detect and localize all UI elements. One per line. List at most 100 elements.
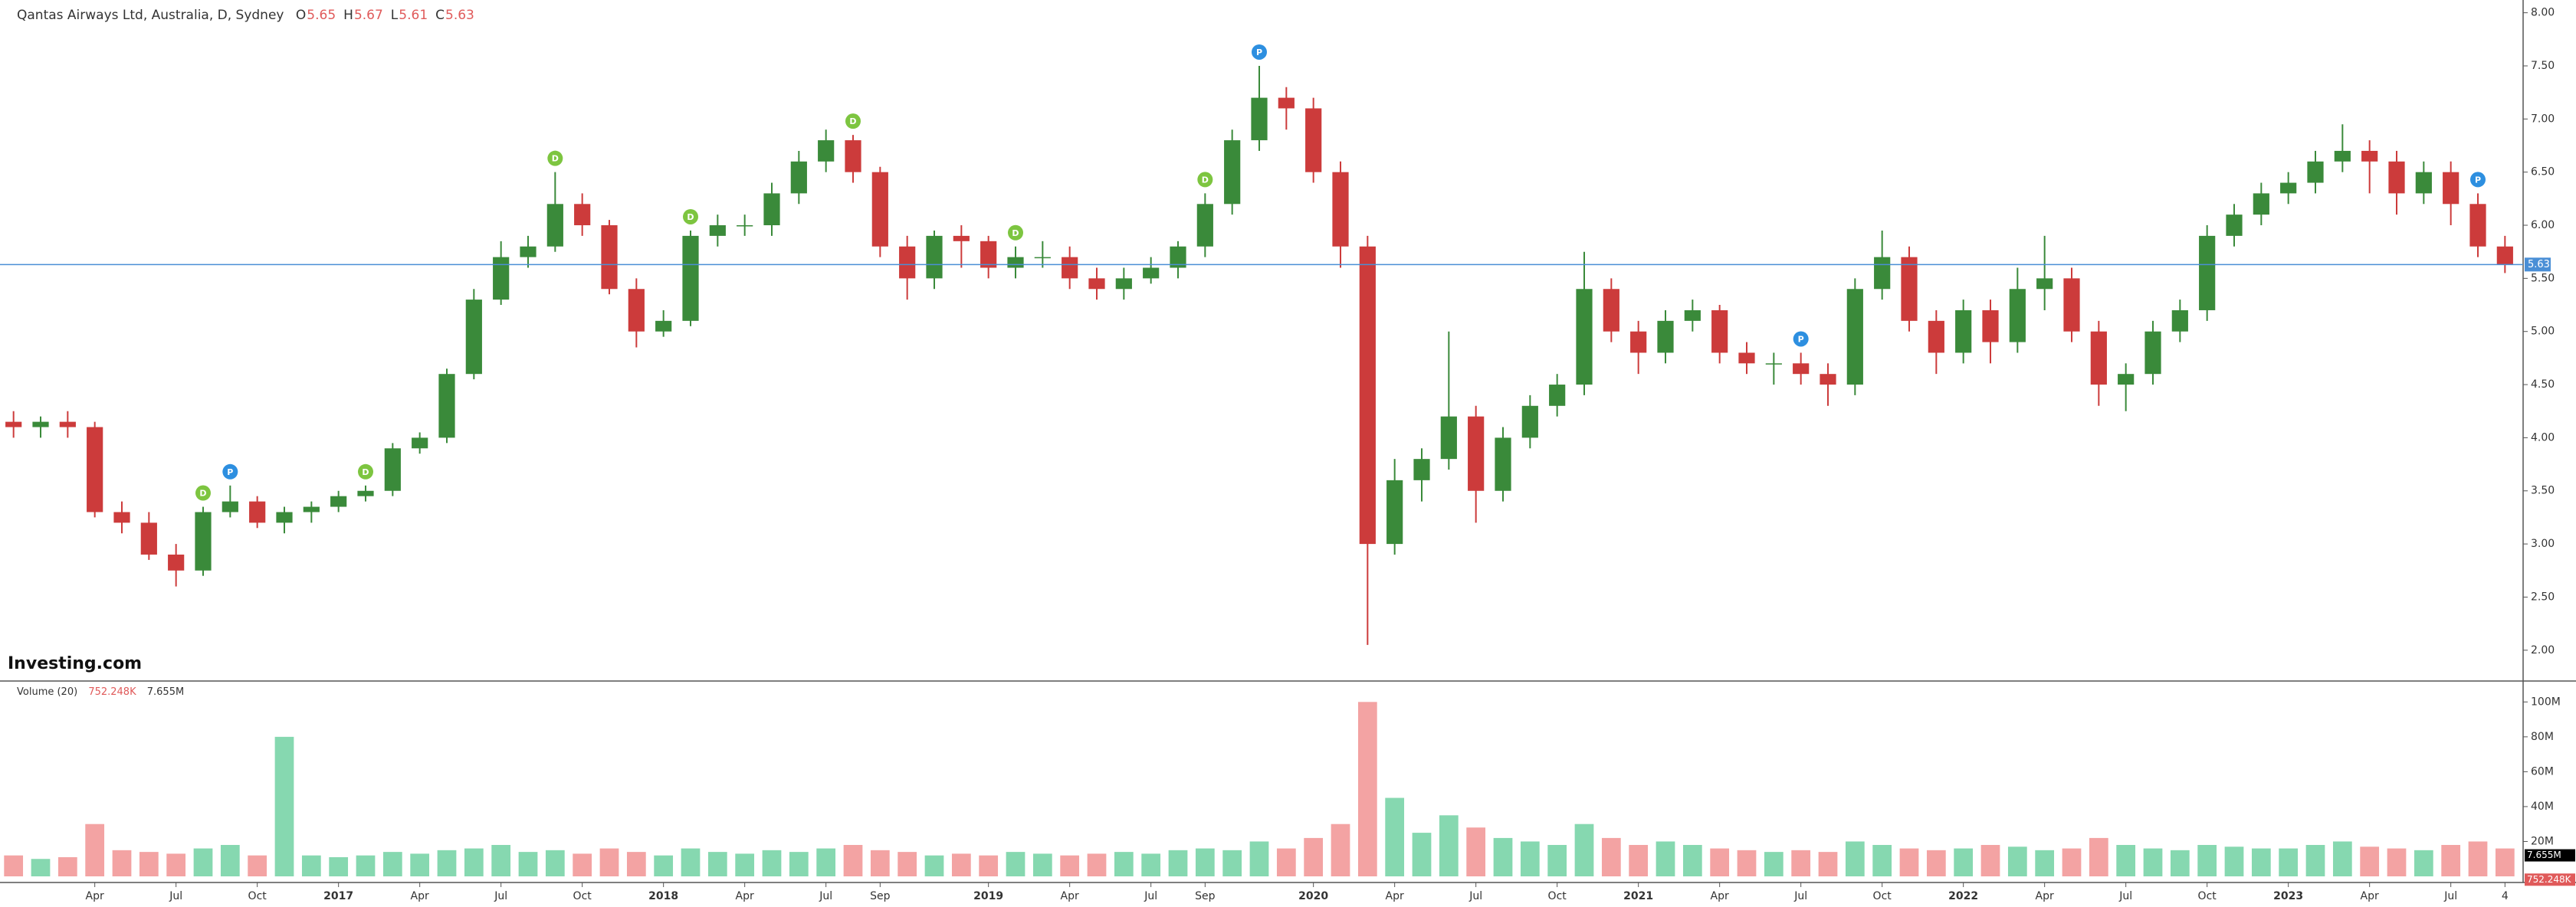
x-tick-label: Apr xyxy=(2036,890,2054,902)
ohlc-value: 5.67 xyxy=(353,8,383,23)
volume-bar xyxy=(437,850,457,876)
volume-bar xyxy=(2251,848,2271,876)
volume-bar xyxy=(843,845,863,876)
candle-body xyxy=(1576,289,1593,385)
x-tick-label: Sep xyxy=(870,890,891,902)
volume-bar xyxy=(1574,824,1594,876)
candle-body xyxy=(113,512,130,523)
volume-bar xyxy=(1439,815,1459,876)
candle-body xyxy=(2280,182,2297,194)
candle-body xyxy=(709,225,726,236)
x-tick-label: Sep xyxy=(1195,890,1216,902)
volume-bar xyxy=(2143,848,2163,876)
volume-tag-label: 7.655M xyxy=(2527,850,2561,860)
volume-bar xyxy=(870,850,890,876)
y-tick-label: 80M xyxy=(2531,731,2554,743)
volume-bar xyxy=(1656,841,1675,876)
candle-body xyxy=(1630,331,1647,353)
volume-bar xyxy=(2441,845,2461,876)
event-label: D xyxy=(687,212,694,222)
x-tick-label: Apr xyxy=(86,890,104,902)
candle-body xyxy=(195,512,212,571)
volume-bar xyxy=(681,848,701,876)
volume-bar xyxy=(1087,853,1107,876)
candle-body xyxy=(357,490,374,496)
candle-body xyxy=(655,320,672,332)
volume-bar xyxy=(1466,827,1486,876)
price-tag xyxy=(2525,257,2551,272)
candle-body xyxy=(1738,352,1755,364)
candle-body xyxy=(2361,150,2378,162)
candle-body xyxy=(1549,385,1566,406)
volume-bar xyxy=(1032,853,1052,876)
candle-body xyxy=(5,421,22,427)
volume-bar xyxy=(85,824,105,876)
candle-body xyxy=(1820,374,1836,385)
candle-body xyxy=(1874,257,1891,290)
volume-bar xyxy=(1276,848,1296,876)
volume-bar xyxy=(1249,841,1269,876)
candle-body xyxy=(2443,172,2460,205)
y-tick-label: 3.00 xyxy=(2531,538,2555,550)
chart-title: Qantas Airways Ltd, Australia, D, Sydney xyxy=(17,8,284,23)
volume-bar xyxy=(382,852,402,876)
volume-bar xyxy=(248,855,267,876)
event-marker xyxy=(683,208,698,224)
candle-body xyxy=(1495,437,1511,491)
candle-body xyxy=(59,421,76,427)
event-label: P xyxy=(227,467,233,477)
volume-bar xyxy=(1764,852,1784,876)
x-tick-label: 2020 xyxy=(1298,890,1328,902)
volume-bar xyxy=(1547,845,1567,876)
ohlc-value: 5.63 xyxy=(445,8,474,23)
volume-bar xyxy=(2035,850,2055,876)
candle-body xyxy=(1332,172,1349,247)
event-marker xyxy=(1252,44,1267,60)
x-tick-label: Oct xyxy=(1873,890,1892,902)
volume-tag xyxy=(2525,873,2575,886)
x-tick-label: 2017 xyxy=(323,890,353,902)
volume-bar xyxy=(1710,848,1730,876)
candle-body xyxy=(2009,289,2026,342)
price-tag-label: 5.63 xyxy=(2528,259,2550,270)
volume-bar xyxy=(1222,850,1242,876)
x-tick-label: Jul xyxy=(819,890,832,902)
candle-body xyxy=(520,246,537,257)
volume-bar xyxy=(1195,848,1215,876)
volume-bar xyxy=(545,850,565,876)
candle-body xyxy=(1034,257,1051,259)
candle-body xyxy=(384,448,401,491)
ohlc-value: 5.61 xyxy=(399,8,428,23)
y-tick-label: 5.50 xyxy=(2531,272,2555,284)
candle-body xyxy=(2226,214,2243,236)
candle-body xyxy=(1224,140,1241,205)
volume-bar xyxy=(112,850,132,876)
x-tick-label: Oct xyxy=(573,890,592,902)
event-label: D xyxy=(362,467,369,477)
ohlc-key: O xyxy=(295,8,307,23)
volume-bar xyxy=(1520,841,1540,876)
volume-bar xyxy=(2197,845,2217,876)
volume-bar xyxy=(1818,852,1838,876)
volume-bar xyxy=(1412,833,1432,876)
candle-body xyxy=(1440,416,1457,460)
watermark: Investing.com xyxy=(8,654,142,673)
volume-bar xyxy=(816,848,836,876)
candle-body xyxy=(2036,278,2053,290)
x-tick-label: 2018 xyxy=(648,890,678,902)
candle-body xyxy=(32,421,49,427)
candle-body xyxy=(1468,416,1485,491)
candle-body xyxy=(2199,235,2216,310)
x-tick-label: 2019 xyxy=(973,890,1003,902)
y-tick-label: 6.00 xyxy=(2531,219,2555,231)
y-tick-label: 8.00 xyxy=(2531,7,2555,19)
candles xyxy=(5,65,2513,645)
ohlc-value: 5.65 xyxy=(307,8,336,23)
volume-bar xyxy=(2224,846,2244,876)
candle-body xyxy=(1305,108,1322,172)
volume-bar xyxy=(2170,850,2190,876)
candle-body xyxy=(1765,363,1782,365)
candle-body xyxy=(2063,278,2080,332)
y-tick-label: 40M xyxy=(2531,801,2554,813)
